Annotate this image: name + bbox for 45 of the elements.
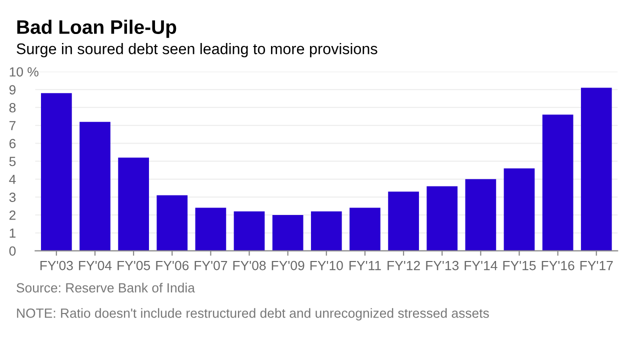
x-tick-label: FY'04 [79, 260, 112, 270]
x-tick-label: FY'03 [40, 260, 73, 270]
x-tick-label: FY'10 [310, 260, 343, 270]
x-tick-label: FY'09 [272, 260, 304, 270]
y-tick-label: 6 [9, 138, 16, 148]
x-tick-label: FY'07 [194, 260, 228, 270]
x-tick-label: FY'11 [350, 261, 381, 270]
bar [195, 208, 226, 251]
x-tick-label: FY'05 [118, 260, 150, 270]
bar [310, 211, 342, 251]
y-tick-label: 2 [9, 210, 16, 220]
bar [350, 208, 380, 251]
bar [542, 114, 574, 251]
y-tick-label: 3 [9, 192, 16, 202]
x-tick-label: FY'13 [426, 260, 459, 270]
x-tick-label: FY'16 [542, 260, 574, 270]
x-tick-label: FY'12 [388, 260, 420, 270]
x-tick-label: FY'15 [503, 261, 536, 270]
source-note: Source: Reserve Bank of India [16, 282, 195, 292]
bar [388, 192, 419, 251]
x-tick-label: FY'17 [580, 261, 613, 270]
bar [580, 88, 612, 251]
y-tick-label: 5 [9, 156, 16, 166]
y-tick-label: 10 % [10, 67, 38, 77]
y-tick-label: 7 [9, 121, 16, 130]
bar [426, 186, 458, 251]
y-tick-label: 4 [9, 174, 16, 184]
bar [504, 168, 535, 251]
x-tick-label: FY'08 [233, 260, 266, 270]
y-tick-label: 8 [9, 103, 16, 112]
chart-title: Bad Loan Pile-Up [17, 20, 176, 38]
bar [234, 211, 265, 251]
x-tick-label: FY'14 [464, 261, 498, 270]
bar [465, 179, 496, 251]
y-tick-label: 0 [9, 246, 16, 256]
y-tick-label: 1 [10, 228, 16, 238]
bar [118, 158, 149, 251]
chart-subtitle: Surge in soured debt seen leading to more provisions [16, 43, 378, 58]
bar [40, 93, 72, 251]
y-tick-label: 9 [9, 85, 16, 94]
x-tick-label: FY'06 [156, 260, 189, 270]
bar [80, 122, 110, 251]
bar [156, 195, 188, 251]
bar [272, 214, 304, 251]
text: NOTE: Ratio doesn't include restructured debt and unrecognized stressed assets [17, 308, 489, 320]
